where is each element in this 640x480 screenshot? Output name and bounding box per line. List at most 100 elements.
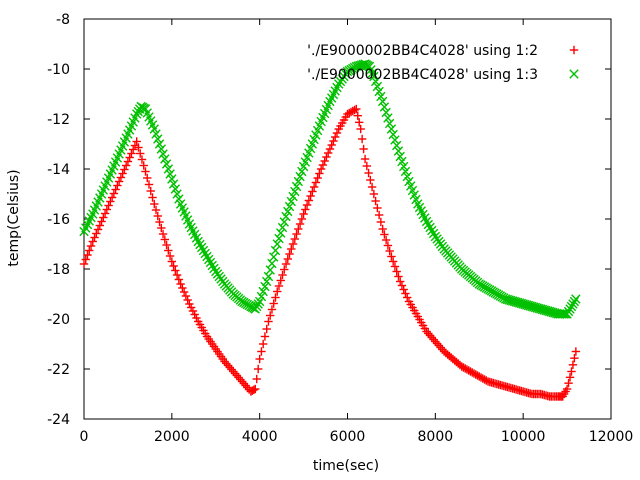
series-2-point-167-b xyxy=(367,68,378,78)
series-2-point-42-b xyxy=(151,129,161,139)
series-2-point-246-b xyxy=(506,295,516,306)
series-2-point-69-b xyxy=(198,245,209,256)
series-2-point-62-b xyxy=(186,222,196,233)
series-2-point-190-b xyxy=(407,185,418,196)
series-2-point-281-b xyxy=(566,301,577,312)
x-tick-label: 10000 xyxy=(501,429,546,445)
series-2-point-179-b xyxy=(388,129,398,140)
series-2-point-177-b xyxy=(384,118,395,129)
series-2-point-248-b xyxy=(509,296,520,307)
series-2-point-60-b xyxy=(182,215,193,225)
series-2-point-280-b xyxy=(565,304,575,314)
series-2-point-282-b xyxy=(568,299,578,309)
series-2-point-72-b xyxy=(204,254,214,265)
series-2-point-100-b xyxy=(252,301,262,312)
series-2-point-117-b xyxy=(281,211,291,222)
series-2-point-266-b xyxy=(541,305,551,316)
series-2-point-270-b xyxy=(548,307,558,318)
series-2-point-125-b xyxy=(295,171,305,182)
series-2-point-283-b xyxy=(569,296,580,307)
series-2-point-284-b xyxy=(571,294,581,304)
series-2-point-121-b xyxy=(288,191,298,202)
series-2-point-40-b xyxy=(147,120,158,130)
series-2-point-180-b xyxy=(390,135,400,145)
series-2-point-170-b xyxy=(372,81,383,92)
series-2-point-257-b xyxy=(525,301,535,311)
series-2-point-105-b xyxy=(260,281,270,292)
series-2-point-252-b xyxy=(516,298,527,309)
series-2-point-70-b xyxy=(200,248,210,259)
legend-label: './E9000002BB4C4028' using 1:3 xyxy=(307,67,538,83)
series-2-point-39-b xyxy=(146,116,156,126)
series-2-point-191-b xyxy=(409,190,419,200)
series-2-point-199-b xyxy=(423,219,434,230)
series-2-point-171-b xyxy=(374,86,384,97)
series-2-point-50-b xyxy=(165,169,175,179)
series-2-point-107-b xyxy=(263,271,274,282)
series-layer xyxy=(79,59,581,401)
y-tick-label: -18 xyxy=(47,262,70,278)
y-tick-label: -16 xyxy=(47,212,70,228)
series-2-point-54-b xyxy=(172,189,182,199)
series-2-point-126-b xyxy=(297,166,307,177)
series-2-point-261-b xyxy=(532,303,542,313)
series-2-point-43-b xyxy=(153,134,163,144)
series-2-point-112-b xyxy=(272,239,282,249)
series-2-point-55-b xyxy=(174,194,184,204)
series-2-point-192-b xyxy=(411,194,421,205)
series-2-point-71-b xyxy=(202,251,212,262)
y-tick-label: -8 xyxy=(56,12,70,28)
y-axis-label: temp(Celsius) xyxy=(6,169,22,266)
y-axis-tick-labels: -24 -22 -20 -18 -16 -14 -12 -10 -8 xyxy=(47,12,70,428)
series-2-point-108-b xyxy=(265,265,275,275)
series-2-point-251-b xyxy=(514,298,525,308)
series-2-point-173-b xyxy=(377,96,388,107)
series-2-point-120-b xyxy=(286,196,296,207)
series-2-point-106-b xyxy=(261,276,272,287)
axis-ticks xyxy=(83,18,612,420)
series-2-point-193-b xyxy=(413,199,423,209)
series-2-point-110-b xyxy=(269,252,279,262)
series-2-point-63-b xyxy=(188,226,198,236)
series-2-point-99-b xyxy=(250,304,260,314)
series-2-point-116-b xyxy=(279,217,289,227)
series-2-point-183-b xyxy=(395,151,405,162)
series-2-point-263-b xyxy=(536,304,546,314)
series-2-point-65-b xyxy=(191,233,202,243)
series-2-point-159-b xyxy=(355,60,365,71)
series-2-point-36-b xyxy=(140,104,151,114)
series-2-point-172-b xyxy=(376,91,386,102)
x-tick-label: 4000 xyxy=(242,429,278,445)
series-2-point-200-b xyxy=(425,222,435,233)
series-2-point-66-b xyxy=(193,236,203,247)
series-2-point-243-b xyxy=(500,294,511,304)
series-2-point-124-b xyxy=(293,176,304,187)
legend-marker-2-b xyxy=(569,69,579,79)
series-2-point-165-b xyxy=(364,61,375,72)
series-2-point-52-b xyxy=(168,179,179,189)
series-2-point-41-b xyxy=(149,124,159,134)
series-2-point-67-b xyxy=(195,239,205,250)
series-2 xyxy=(79,59,581,319)
y-tick-label: -10 xyxy=(47,62,70,78)
series-2-point-166-b xyxy=(366,65,376,75)
series-2-point-256-b xyxy=(523,300,534,311)
series-2-point-115-b xyxy=(277,222,288,233)
series-2-point-103-b xyxy=(256,291,267,302)
series-2-point-184-b xyxy=(397,156,407,167)
series-2-point-169-b xyxy=(370,76,381,87)
series-2-point-175-b xyxy=(381,107,391,118)
series-2-point-181-b xyxy=(391,140,402,151)
series-2-point-64-b xyxy=(189,229,200,240)
series-2-point-158-b xyxy=(353,61,363,71)
series-2-point-119-b xyxy=(284,201,295,212)
series-2-point-260-b xyxy=(530,302,541,313)
series-2-point-168-b xyxy=(369,71,379,82)
series-2-point-123-b xyxy=(291,181,302,192)
series-2-point-59-b xyxy=(181,211,191,221)
series-2-point-195-b xyxy=(416,206,426,216)
series-2-point-46-b xyxy=(158,149,168,159)
series-2-point-51-b xyxy=(167,174,177,184)
series-2-point-44-b xyxy=(154,139,165,149)
series-2-point-102-b xyxy=(254,296,265,307)
